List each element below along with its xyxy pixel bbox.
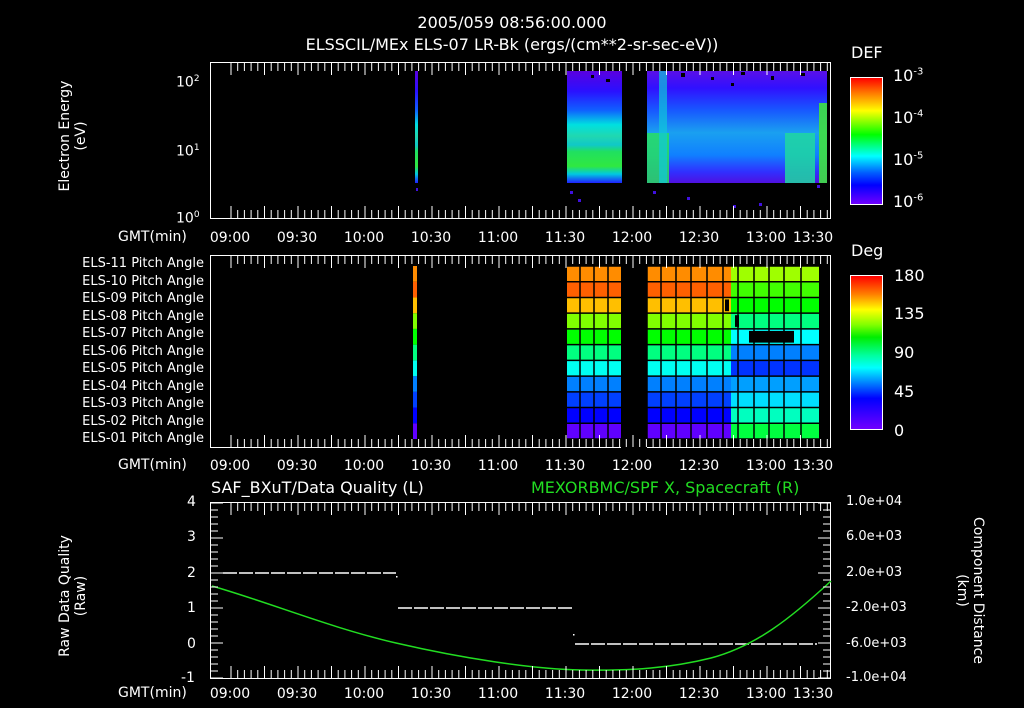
xtick: 11:00 — [477, 230, 519, 246]
def-colorbar-title: DEF — [851, 43, 883, 62]
row-label: ELS-02 Pitch Angle — [82, 414, 204, 429]
ytick: -1 — [181, 670, 195, 686]
panel3-ylabel-right-line2: (km) — [954, 574, 970, 607]
ytick: 6.0e+03 — [846, 529, 903, 544]
xtick: 09:30 — [276, 458, 318, 474]
def-label: 10-3 — [893, 66, 924, 85]
row-label: ELS-01 Pitch Angle — [82, 431, 204, 446]
panel1-ylabel-line1: Electron Energy — [57, 80, 73, 192]
panel3-title-left: SAF_BXuT/Data Quality (L) — [211, 478, 424, 497]
panel1-ytick-10: 101 — [176, 143, 200, 160]
ytick: 4 — [187, 494, 196, 510]
xtick: 12:00 — [611, 458, 653, 474]
xtick: 09:00 — [209, 458, 251, 474]
panel1-xaxis-label: GMT(min) — [118, 229, 187, 245]
ytick: 2 — [187, 565, 196, 581]
ytick: -2.0e+03 — [846, 600, 907, 615]
xtick: 11:30 — [544, 230, 586, 246]
pitch-angle-heatmap — [413, 256, 819, 449]
xtick: 13:30 — [792, 686, 834, 702]
xtick: 12:00 — [611, 230, 653, 246]
xtick: 11:30 — [544, 458, 586, 474]
def-label: 10-4 — [893, 108, 924, 127]
xtick: 09:30 — [276, 686, 318, 702]
line-plot-panel — [210, 502, 832, 679]
xtick: 13:00 — [745, 230, 787, 246]
ytick: 1 — [187, 600, 196, 616]
ytick: 2.0e+03 — [846, 565, 903, 580]
panel3-ylabel-left: Raw Data Quality (Raw) — [57, 516, 89, 676]
panel2-xaxis-label: GMT(min) — [118, 457, 187, 473]
xtick: 12:30 — [678, 686, 720, 702]
xtick: 12:30 — [678, 230, 720, 246]
energy-spectrogram — [415, 71, 827, 208]
xtick: 09:00 — [209, 686, 251, 702]
panel3-ylabel-left-line1: Raw Data Quality — [57, 535, 73, 657]
panel3-ylabel-right-line1: Component Distance — [970, 517, 986, 664]
xtick: 10:30 — [410, 458, 452, 474]
def-colorbar — [850, 77, 883, 205]
panel1-ylabel: Electron Energy (eV) — [57, 66, 89, 206]
xtick: 12:30 — [678, 458, 720, 474]
panel3-xaxis-label: GMT(min) — [118, 685, 187, 701]
panel3-ylabel-right: Component Distance (km) — [954, 503, 986, 678]
row-label: ELS-03 Pitch Angle — [82, 396, 204, 411]
xtick: 13:30 — [792, 458, 834, 474]
def-label: 10-6 — [893, 192, 924, 211]
row-label: ELS-05 Pitch Angle — [82, 361, 204, 376]
xtick: 10:30 — [410, 686, 452, 702]
panel3-ylabel-left-line2: (Raw) — [73, 575, 89, 617]
xtick: 10:00 — [343, 230, 385, 246]
xtick: 13:00 — [745, 458, 787, 474]
xtick: 13:00 — [745, 686, 787, 702]
row-label: ELS-08 Pitch Angle — [82, 309, 204, 324]
deg-label: 135 — [894, 304, 925, 323]
quality-series — [223, 572, 817, 645]
pitch-angle-panel — [210, 255, 831, 449]
line-plot — [211, 572, 832, 671]
row-label: ELS-06 Pitch Angle — [82, 344, 204, 359]
xtick: 11:00 — [477, 458, 519, 474]
deg-label: 90 — [894, 343, 915, 362]
xtick: 09:00 — [209, 230, 251, 246]
row-label: ELS-04 Pitch Angle — [82, 379, 204, 394]
deg-label: 0 — [894, 421, 905, 440]
xtick: 11:00 — [477, 686, 519, 702]
panel1-ytick-1: 100 — [176, 210, 200, 227]
xtick: 13:30 — [792, 230, 834, 246]
distance-series — [211, 580, 832, 671]
plot-timestamp: 2005/059 08:56:00.000 — [417, 13, 607, 32]
deg-label: 180 — [894, 266, 925, 285]
def-label: 10-5 — [893, 150, 924, 169]
xtick: 10:00 — [343, 686, 385, 702]
ytick: 3 — [187, 529, 196, 545]
xtick: 11:30 — [544, 686, 586, 702]
deg-label: 45 — [894, 382, 915, 401]
row-label: ELS-07 Pitch Angle — [82, 326, 204, 341]
ytick: 1.0e+04 — [846, 494, 903, 509]
ytick: -6.0e+03 — [846, 636, 907, 651]
deg-colorbar — [850, 275, 883, 430]
xtick: 10:30 — [410, 230, 452, 246]
energy-spectrogram-panel — [210, 62, 831, 219]
panel1-ytick-100: 102 — [176, 74, 200, 91]
panel1-ylabel-line2: (eV) — [73, 121, 89, 151]
plot-subtitle: ELSSCIL/MEx ELS-07 LR-Bk (ergs/(cm**2-sr… — [305, 35, 719, 54]
xtick: 10:00 — [343, 458, 385, 474]
panel3-title-right: MEXORBMC/SPF X, Spacecraft (R) — [531, 478, 800, 497]
ytick: 0 — [187, 636, 196, 652]
row-label: ELS-09 Pitch Angle — [82, 291, 204, 306]
row-label: ELS-11 Pitch Angle — [82, 256, 204, 271]
ytick: -1.0e+04 — [846, 670, 907, 685]
deg-colorbar-title: Deg — [851, 241, 884, 260]
xtick: 12:00 — [611, 686, 653, 702]
xtick: 09:30 — [276, 230, 318, 246]
row-label: ELS-10 Pitch Angle — [82, 274, 204, 289]
